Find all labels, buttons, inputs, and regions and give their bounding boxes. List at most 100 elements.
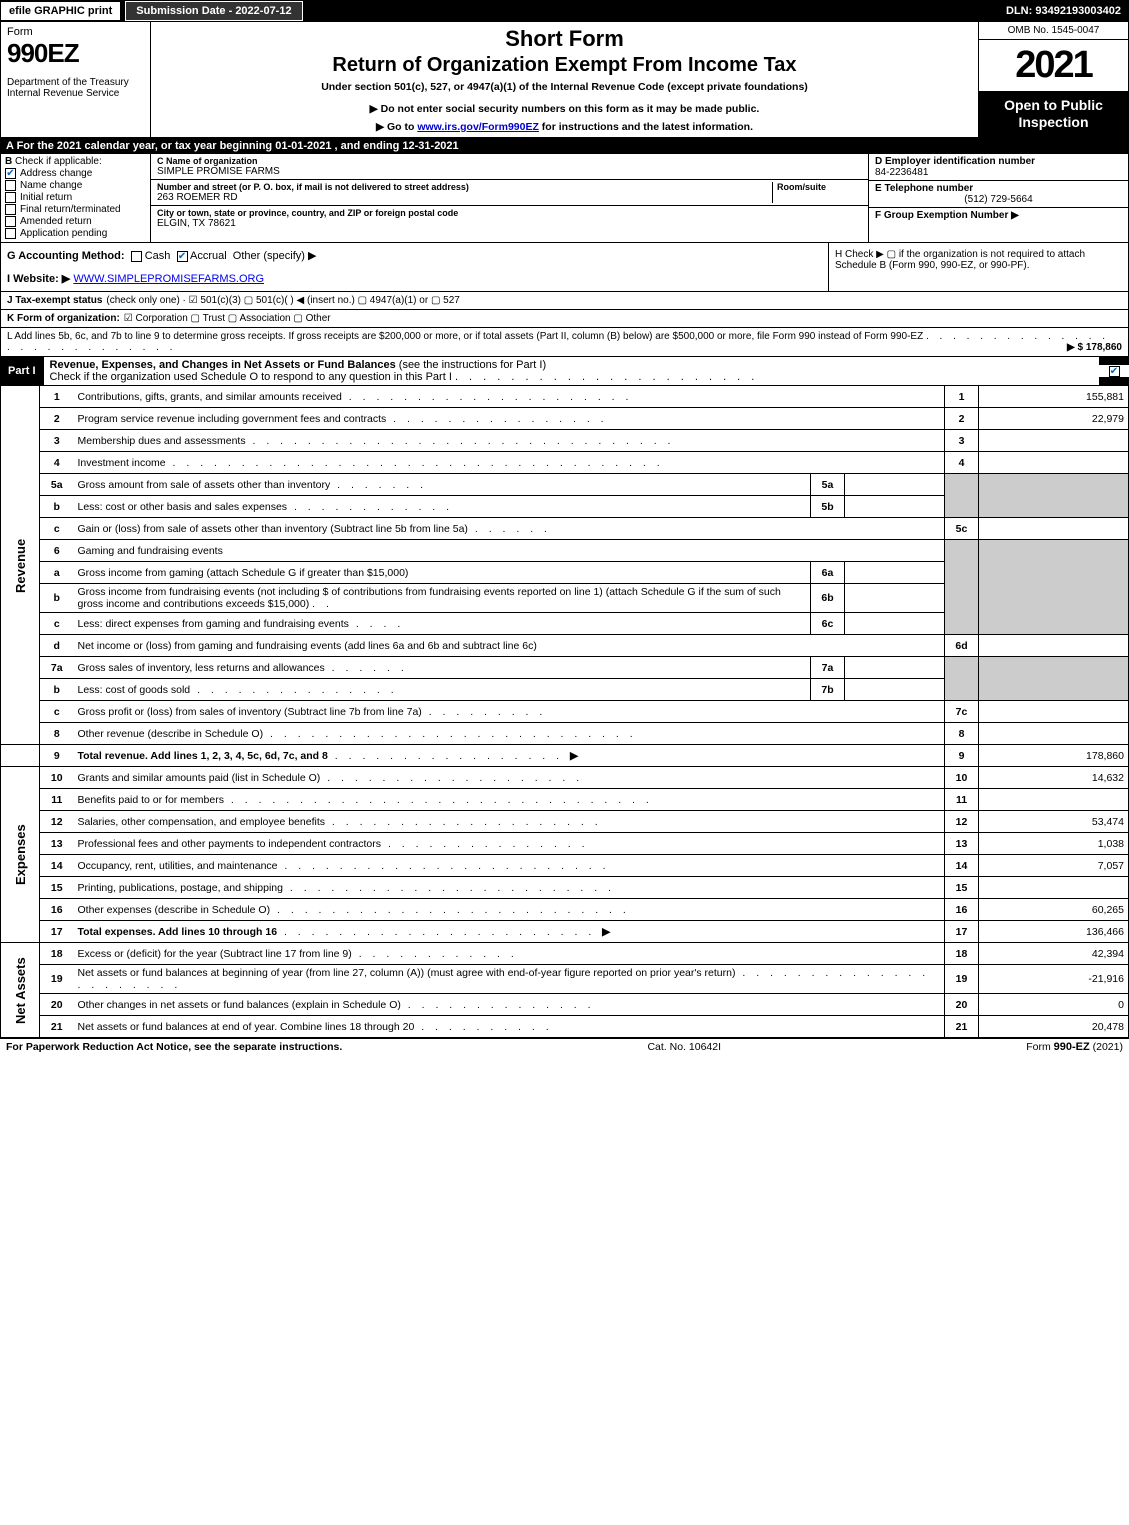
- line-5c-desc: Gain or (loss) from sale of assets other…: [74, 518, 945, 540]
- line-num: d: [40, 635, 74, 657]
- grey-cell: [945, 474, 979, 518]
- form-number: 990EZ: [7, 38, 144, 69]
- website-link[interactable]: WWW.SIMPLEPROMISEFARMS.ORG: [73, 273, 264, 285]
- line-19-desc: Net assets or fund balances at beginning…: [74, 965, 945, 994]
- line-5b-subval: [845, 496, 945, 518]
- accrual-checkbox[interactable]: [177, 251, 188, 262]
- line-6-desc: Gaming and fundraising events: [74, 540, 945, 562]
- line-11-rnum: 11: [945, 789, 979, 811]
- grey-cell: [979, 474, 1129, 518]
- part1-header-row: Part I Revenue, Expenses, and Changes in…: [0, 357, 1129, 385]
- page-footer: For Paperwork Reduction Act Notice, see …: [0, 1038, 1129, 1055]
- address-change-checkbox[interactable]: [5, 168, 16, 179]
- initial-return-checkbox[interactable]: [5, 192, 16, 203]
- group-exemption-label: F Group Exemption Number ▶: [875, 210, 1019, 221]
- line-3-desc: Membership dues and assessments . . . . …: [74, 430, 945, 452]
- line-6b-subval: [845, 584, 945, 613]
- name-change-label: Name change: [20, 180, 82, 191]
- line-5c-rnum: 5c: [945, 518, 979, 540]
- line-16-rnum: 16: [945, 899, 979, 921]
- line-18-amount: 42,394: [979, 943, 1129, 965]
- line-5b-desc: Less: cost or other basis and sales expe…: [74, 496, 811, 518]
- period-end: 12-31-2021: [402, 140, 458, 152]
- line-2-rnum: 2: [945, 408, 979, 430]
- period-text-a: A For the 2021 calendar year, or tax yea…: [6, 140, 275, 152]
- line-7a-desc: Gross sales of inventory, less returns a…: [74, 657, 811, 679]
- line-12-rnum: 12: [945, 811, 979, 833]
- phone-value: (512) 729-5664: [875, 194, 1122, 205]
- part1-check-line: Check if the organization used Schedule …: [50, 371, 452, 383]
- line-11-desc: Benefits paid to or for members . . . . …: [74, 789, 945, 811]
- line-4-desc: Investment income . . . . . . . . . . . …: [74, 452, 945, 474]
- header-right: OMB No. 1545-0047 2021 Open to Public In…: [978, 22, 1128, 137]
- section-l: L Add lines 5b, 6c, and 7b to line 9 to …: [1, 328, 1128, 356]
- line-num: 1: [40, 386, 74, 408]
- amended-return-checkbox[interactable]: [5, 216, 16, 227]
- cash-checkbox[interactable]: [131, 251, 142, 262]
- application-pending-label: Application pending: [20, 228, 107, 239]
- line-num: 20: [40, 994, 74, 1016]
- submission-date: Submission Date - 2022-07-12: [125, 1, 302, 21]
- secondary-rows: G Accounting Method: Cash Accrual Other …: [0, 243, 1129, 357]
- line-6d-rnum: 6d: [945, 635, 979, 657]
- accounting-method-label: G Accounting Method:: [7, 250, 125, 262]
- form-header: Form 990EZ Department of the Treasury In…: [0, 22, 1129, 138]
- part1-schedule-o-checkbox[interactable]: [1109, 366, 1120, 377]
- initial-return-label: Initial return: [20, 192, 72, 203]
- line-15-rnum: 15: [945, 877, 979, 899]
- line-11-amount: [979, 789, 1129, 811]
- period-begin: 01-01-2021: [275, 140, 331, 152]
- line-num: 9: [40, 745, 74, 767]
- line-1-rnum: 1: [945, 386, 979, 408]
- grey-cell: [979, 540, 1129, 635]
- part1-schedule-o-checkbox-wrap: [1099, 365, 1129, 377]
- section-l-amount: ▶ $ 178,860: [1067, 342, 1122, 353]
- line-19-rnum: 19: [945, 965, 979, 994]
- efile-label: efile GRAPHIC print: [0, 1, 121, 21]
- line-6c-subval: [845, 613, 945, 635]
- ein-label: D Employer identification number: [875, 156, 1122, 167]
- return-title: Return of Organization Exempt From Incom…: [159, 54, 970, 77]
- line-14-amount: 7,057: [979, 855, 1129, 877]
- tax-exempt-options: (check only one) · ☑ 501(c)(3) ▢ 501(c)(…: [106, 295, 459, 306]
- footer-form-num: 990-EZ: [1054, 1041, 1090, 1053]
- header-center: Short Form Return of Organization Exempt…: [151, 22, 978, 137]
- footer-cat-no: Cat. No. 10642I: [647, 1041, 721, 1053]
- line-num: 2: [40, 408, 74, 430]
- goto-text: ▶ Go to www.irs.gov/Form990EZ for instru…: [159, 121, 970, 133]
- open-to-public: Open to Public Inspection: [979, 91, 1128, 137]
- line-20-amount: 0: [979, 994, 1129, 1016]
- line-6b-subnum: 6b: [811, 584, 845, 613]
- footer-left: For Paperwork Reduction Act Notice, see …: [6, 1041, 342, 1053]
- application-pending-checkbox[interactable]: [5, 228, 16, 239]
- goto-prefix: ▶ Go to: [376, 121, 417, 133]
- line-num: b: [40, 679, 74, 701]
- amended-return-label: Amended return: [20, 216, 92, 227]
- section-b: B Check if applicable: Address change Na…: [1, 154, 151, 242]
- final-return-checkbox[interactable]: [5, 204, 16, 215]
- line-6a-subval: [845, 562, 945, 584]
- org-name: SIMPLE PROMISE FARMS: [157, 166, 862, 177]
- line-6c-subnum: 6c: [811, 613, 845, 635]
- org-name-label: C Name of organization: [157, 156, 862, 166]
- city-state-zip: ELGIN, TX 78621: [157, 218, 862, 229]
- line-14-desc: Occupancy, rent, utilities, and maintena…: [74, 855, 945, 877]
- line-6a-subnum: 6a: [811, 562, 845, 584]
- line-5a-subval: [845, 474, 945, 496]
- irs-link[interactable]: www.irs.gov/Form990EZ: [417, 121, 539, 133]
- department-label: Department of the Treasury Internal Reve…: [7, 77, 144, 99]
- section-j: J Tax-exempt status (check only one) · ☑…: [1, 292, 1128, 310]
- top-bar: efile GRAPHIC print Submission Date - 20…: [0, 0, 1129, 22]
- line-num: 8: [40, 723, 74, 745]
- other-specify-label: Other (specify) ▶: [233, 250, 317, 262]
- line-13-amount: 1,038: [979, 833, 1129, 855]
- line-5c-amount: [979, 518, 1129, 540]
- line-15-amount: [979, 877, 1129, 899]
- line-num: 7a: [40, 657, 74, 679]
- line-3-rnum: 3: [945, 430, 979, 452]
- name-change-checkbox[interactable]: [5, 180, 16, 191]
- line-num: 3: [40, 430, 74, 452]
- footer-right: Form 990-EZ (2021): [1026, 1041, 1123, 1053]
- line-21-rnum: 21: [945, 1016, 979, 1038]
- line-6c-desc: Less: direct expenses from gaming and fu…: [74, 613, 811, 635]
